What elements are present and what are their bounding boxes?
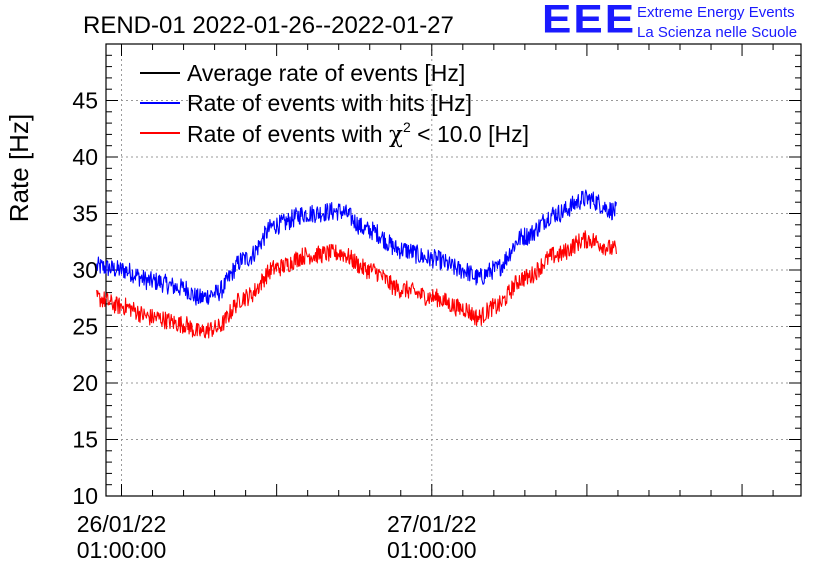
x-tick-label-time: 01:00:00 bbox=[77, 537, 167, 563]
legend-label-avg: Average rate of events [Hz] bbox=[187, 60, 465, 86]
eee-subtitle: Extreme Energy Events La Scienza nelle S… bbox=[637, 3, 797, 43]
y-tick-label: 45 bbox=[72, 88, 98, 114]
y-tick-label: 10 bbox=[72, 483, 98, 509]
series-line-1 bbox=[96, 189, 617, 306]
y-axis-label: Rate [Hz] bbox=[4, 114, 34, 222]
y-tick-label: 40 bbox=[72, 144, 98, 170]
legend-label-hits: Rate of events with hits [Hz] bbox=[187, 90, 472, 116]
series-line-2 bbox=[96, 230, 617, 339]
y-tick-labels: 10 15 20 25 30 35 40 45 bbox=[72, 88, 98, 510]
legend-label-chi2: Rate of events with χ2 < 10.0 [Hz] bbox=[187, 119, 529, 148]
x-tick-label-time: 01:00:00 bbox=[387, 537, 477, 563]
eee-subtitle-line1: Extreme Energy Events bbox=[637, 4, 795, 21]
legend: Average rate of events [Hz] Rate of even… bbox=[140, 60, 529, 148]
y-tick-label: 30 bbox=[72, 257, 98, 283]
axis-ticks bbox=[106, 43, 801, 497]
eee-logo: EEE bbox=[542, 0, 637, 42]
series-layer bbox=[96, 189, 617, 339]
y-tick-label: 35 bbox=[72, 201, 98, 227]
chart-title: REND-01 2022-01-26--2022-01-27 bbox=[83, 12, 454, 39]
y-tick-label: 20 bbox=[72, 370, 98, 396]
y-tick-label: 25 bbox=[72, 314, 98, 340]
x-tick-label-date: 26/01/22 bbox=[77, 511, 167, 537]
x-tick-label-date: 27/01/22 bbox=[387, 511, 477, 537]
y-tick-label: 15 bbox=[72, 427, 98, 453]
eee-subtitle-line2: La Scienza nelle Scuole bbox=[637, 24, 798, 41]
